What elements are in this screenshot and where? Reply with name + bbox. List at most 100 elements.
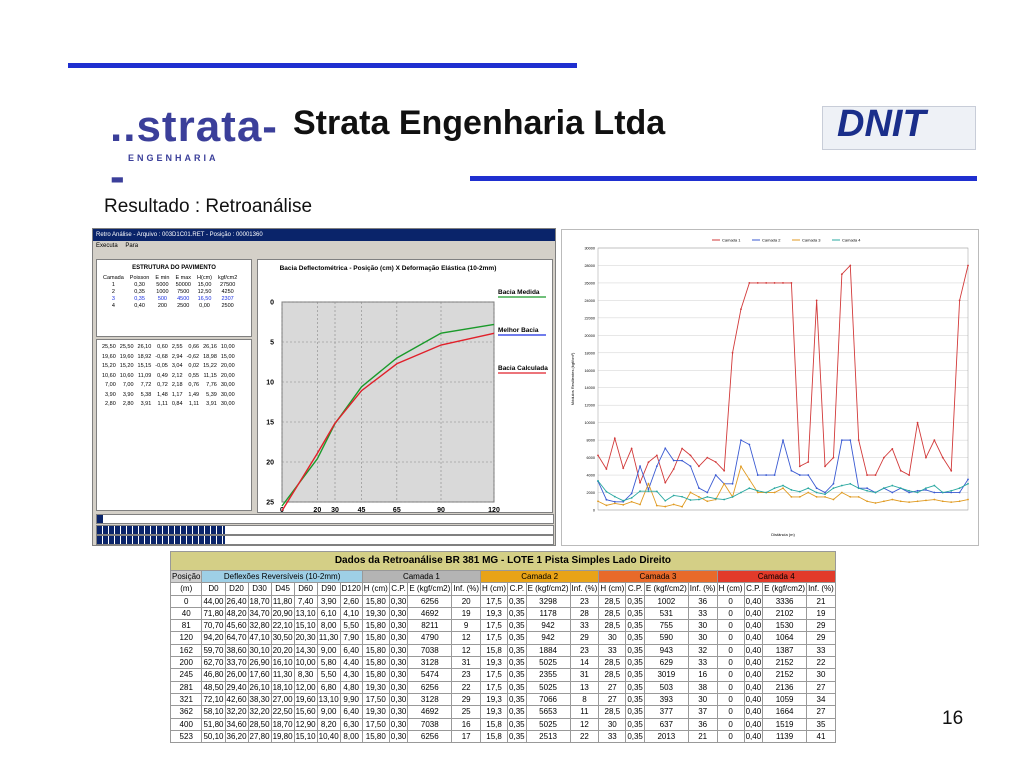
table-row: 81 70,70 45,60 32,80 22,10 15,10 8,00 5,50 15,80… — [169, 619, 836, 633]
table-cell: 1664 — [762, 705, 808, 719]
table-cell: 28,5 — [598, 705, 627, 719]
xl-point — [899, 469, 902, 472]
table-cell: 1530 — [762, 619, 808, 633]
table-cell: 23 — [451, 668, 482, 682]
ps-cell: 0,35 — [134, 296, 145, 302]
xl-point — [790, 496, 793, 498]
xl-point — [689, 491, 692, 494]
table-cell: 33,70 — [224, 656, 249, 670]
table-cell: 27 — [806, 680, 836, 694]
table-cell: 0 — [716, 717, 745, 731]
ps-cell: 0,35 — [134, 289, 145, 295]
table-cell: 19,3 — [480, 705, 509, 719]
table-cell: 26,40 — [224, 594, 249, 608]
menu-executa[interactable]: Executa — [96, 243, 118, 249]
xl-point — [967, 482, 969, 485]
xl-point — [639, 465, 641, 468]
basin-x-tick: 90 — [437, 507, 445, 512]
xl-point — [689, 465, 692, 468]
xl-point — [824, 496, 826, 498]
table-cell: 31 — [451, 656, 482, 670]
table-cell: 1139 — [762, 729, 808, 744]
pavement-structure-heading: ESTRUTURA DO PAVIMENTO — [132, 265, 216, 271]
xl-point — [933, 498, 936, 501]
xl-point — [883, 487, 885, 490]
menu-para[interactable]: Para — [125, 243, 139, 249]
table-cell: 32,20 — [247, 705, 272, 719]
table-cell: 33 — [598, 643, 627, 658]
xl-point — [925, 487, 927, 490]
table-cell: 11,80 — [270, 594, 295, 608]
window-title: Retro Análise - Arquivo : 003D1C01.RET -… — [93, 229, 555, 241]
ps-header: E max — [175, 275, 192, 281]
table-cell: 942 — [525, 619, 571, 633]
xl-point — [655, 454, 658, 457]
table-cell: 0,40 — [743, 705, 764, 719]
table-cell: 0,30 — [388, 656, 409, 670]
xl-point — [664, 505, 667, 508]
xl-point — [706, 496, 709, 498]
unit-header: E (kgf/cm2) — [643, 582, 689, 596]
basin-legend-label: Bacia Medida — [498, 289, 540, 296]
table-cell: 393 — [643, 692, 689, 707]
slide-subtitle: Resultado : Retroanálise — [104, 196, 313, 217]
ps-cell: 4 — [111, 303, 115, 309]
xl-point — [655, 465, 658, 468]
table-cell: 0,35 — [507, 631, 527, 645]
deflection-cell: 0,60 — [157, 344, 168, 350]
xl-point — [731, 351, 734, 354]
table-cell: 36,20 — [224, 729, 249, 744]
ps-cell: 0,00 — [199, 303, 210, 309]
unit-header: C.P. — [625, 582, 645, 596]
xl-point — [765, 474, 768, 476]
table-cell: 0,35 — [625, 729, 645, 744]
ps-cell: 2500 — [221, 303, 234, 309]
table-cell: 2,60 — [339, 594, 363, 608]
ps-cell: 0,40 — [134, 303, 145, 309]
table-cell: 120 — [169, 631, 203, 645]
table-cell: 20,90 — [270, 606, 295, 621]
table-cell: 15,80 — [361, 594, 390, 608]
table-cell: 15,80 — [361, 619, 390, 633]
xl-y-tick: 4000 — [587, 474, 595, 478]
xl-point — [605, 504, 608, 507]
pavement-structure-box: ESTRUTURA DO PAVIMENTO Camada Poisson E … — [96, 259, 252, 337]
table-cell: 38,60 — [224, 643, 249, 658]
table-cell: 2102 — [762, 606, 808, 621]
xl-point — [866, 489, 868, 492]
xl-point — [916, 421, 919, 424]
xl-point — [824, 493, 826, 496]
table-cell: 0,35 — [625, 692, 645, 707]
xl-point — [706, 500, 709, 503]
table-cell: 3336 — [762, 594, 808, 608]
ps-header: Camada — [103, 275, 124, 281]
table-cell: 30 — [687, 692, 718, 707]
table-cell: 28,5 — [598, 619, 627, 633]
table-cell: 15,8 — [480, 643, 509, 658]
table-cell: 20,20 — [270, 643, 295, 658]
xl-point — [958, 299, 961, 302]
xl-point — [933, 439, 936, 442]
ps-cell: 5000 — [156, 282, 169, 288]
table-cell: 0 — [716, 668, 745, 682]
xl-point — [899, 487, 902, 490]
xl-point — [714, 497, 717, 500]
xl-point — [698, 496, 700, 498]
deflection-cell: 3,04 — [171, 363, 183, 369]
table-cell: 17,5 — [480, 668, 509, 682]
xl-point — [790, 469, 793, 472]
xl-point — [672, 494, 675, 497]
table-cell: 17,5 — [480, 680, 509, 694]
unit-header: H (cm) — [361, 582, 390, 596]
xl-legend-label: Camada 2 — [762, 238, 781, 243]
deflection-cell: 2,55 — [171, 344, 183, 350]
xl-point — [840, 484, 843, 487]
table-cell: 37 — [687, 705, 718, 719]
table-row: 281 48,50 29,40 26,10 18,10 12,00 6,80 4,80 19,3… — [169, 680, 836, 694]
retro-analise-window: Retro Análise - Arquivo : 003D1C01.RET -… — [92, 228, 556, 546]
ps-cell: 4500 — [177, 296, 190, 302]
window-menu: Executa Para — [93, 241, 555, 252]
xl-point — [647, 490, 650, 493]
xl-point — [908, 474, 911, 476]
table-cell: 0 — [716, 680, 745, 694]
